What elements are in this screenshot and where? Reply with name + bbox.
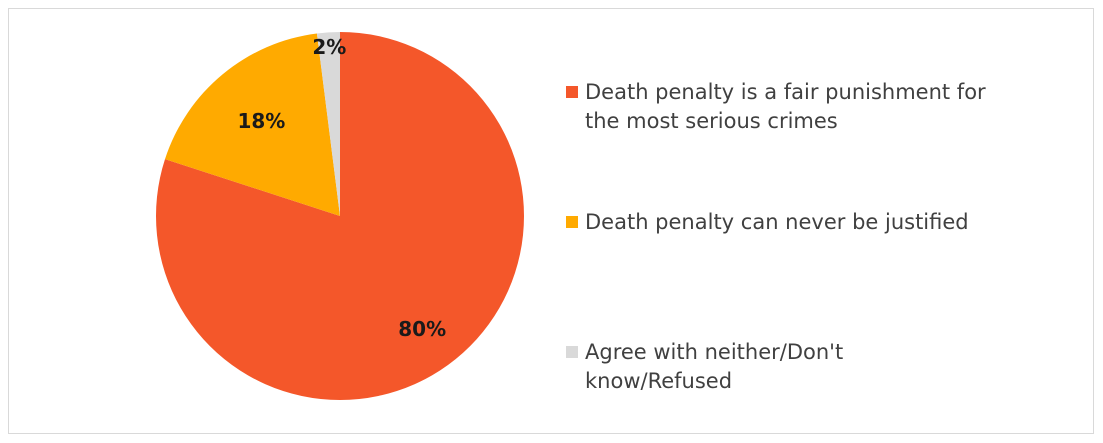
legend-label-line: Agree with neither/Don't bbox=[585, 340, 844, 364]
legend-swatch-never-justified bbox=[566, 216, 578, 228]
pie-slices bbox=[155, 32, 524, 400]
legend-item-neither-dont-know: Agree with neither/Don't know/Refused bbox=[566, 338, 1086, 396]
data-label-fair-punishment: 80% bbox=[398, 317, 446, 341]
pie-data-labels: 80% 18% 2% bbox=[237, 35, 446, 341]
pie-slice-neither-dont-know bbox=[316, 32, 340, 216]
legend-label-line: the most serious crimes bbox=[585, 109, 838, 133]
legend-label-line: know/Refused bbox=[585, 369, 733, 393]
legend-item-fair-punishment: Death penalty is a fair punishment for t… bbox=[566, 78, 1086, 136]
pie-slice-never-justified bbox=[165, 33, 340, 216]
legend-label-line: Death penalty is a fair punishment for bbox=[585, 80, 986, 104]
legend-label-never-justified: Death penalty can never be justified bbox=[585, 208, 969, 237]
data-label-never-justified: 18% bbox=[237, 109, 285, 133]
legend-label-neither-dont-know: Agree with neither/Don't know/Refused bbox=[585, 338, 843, 396]
legend-label-line: Death penalty can never be justified bbox=[585, 210, 969, 234]
legend-label-fair-punishment: Death penalty is a fair punishment for t… bbox=[585, 78, 986, 136]
legend-swatch-neither-dont-know bbox=[566, 346, 578, 358]
data-label-neither-dont-know: 2% bbox=[312, 35, 346, 59]
legend-item-never-justified: Death penalty can never be justified bbox=[566, 208, 1086, 237]
legend-swatch-fair-punishment bbox=[566, 86, 578, 98]
